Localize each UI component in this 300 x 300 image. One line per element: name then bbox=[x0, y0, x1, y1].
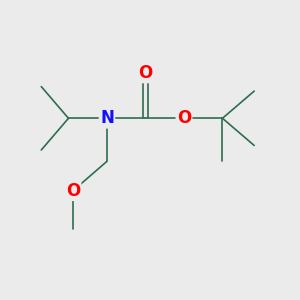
Text: O: O bbox=[177, 109, 191, 127]
Text: O: O bbox=[66, 182, 80, 200]
Text: O: O bbox=[138, 64, 153, 82]
Text: N: N bbox=[100, 109, 114, 127]
